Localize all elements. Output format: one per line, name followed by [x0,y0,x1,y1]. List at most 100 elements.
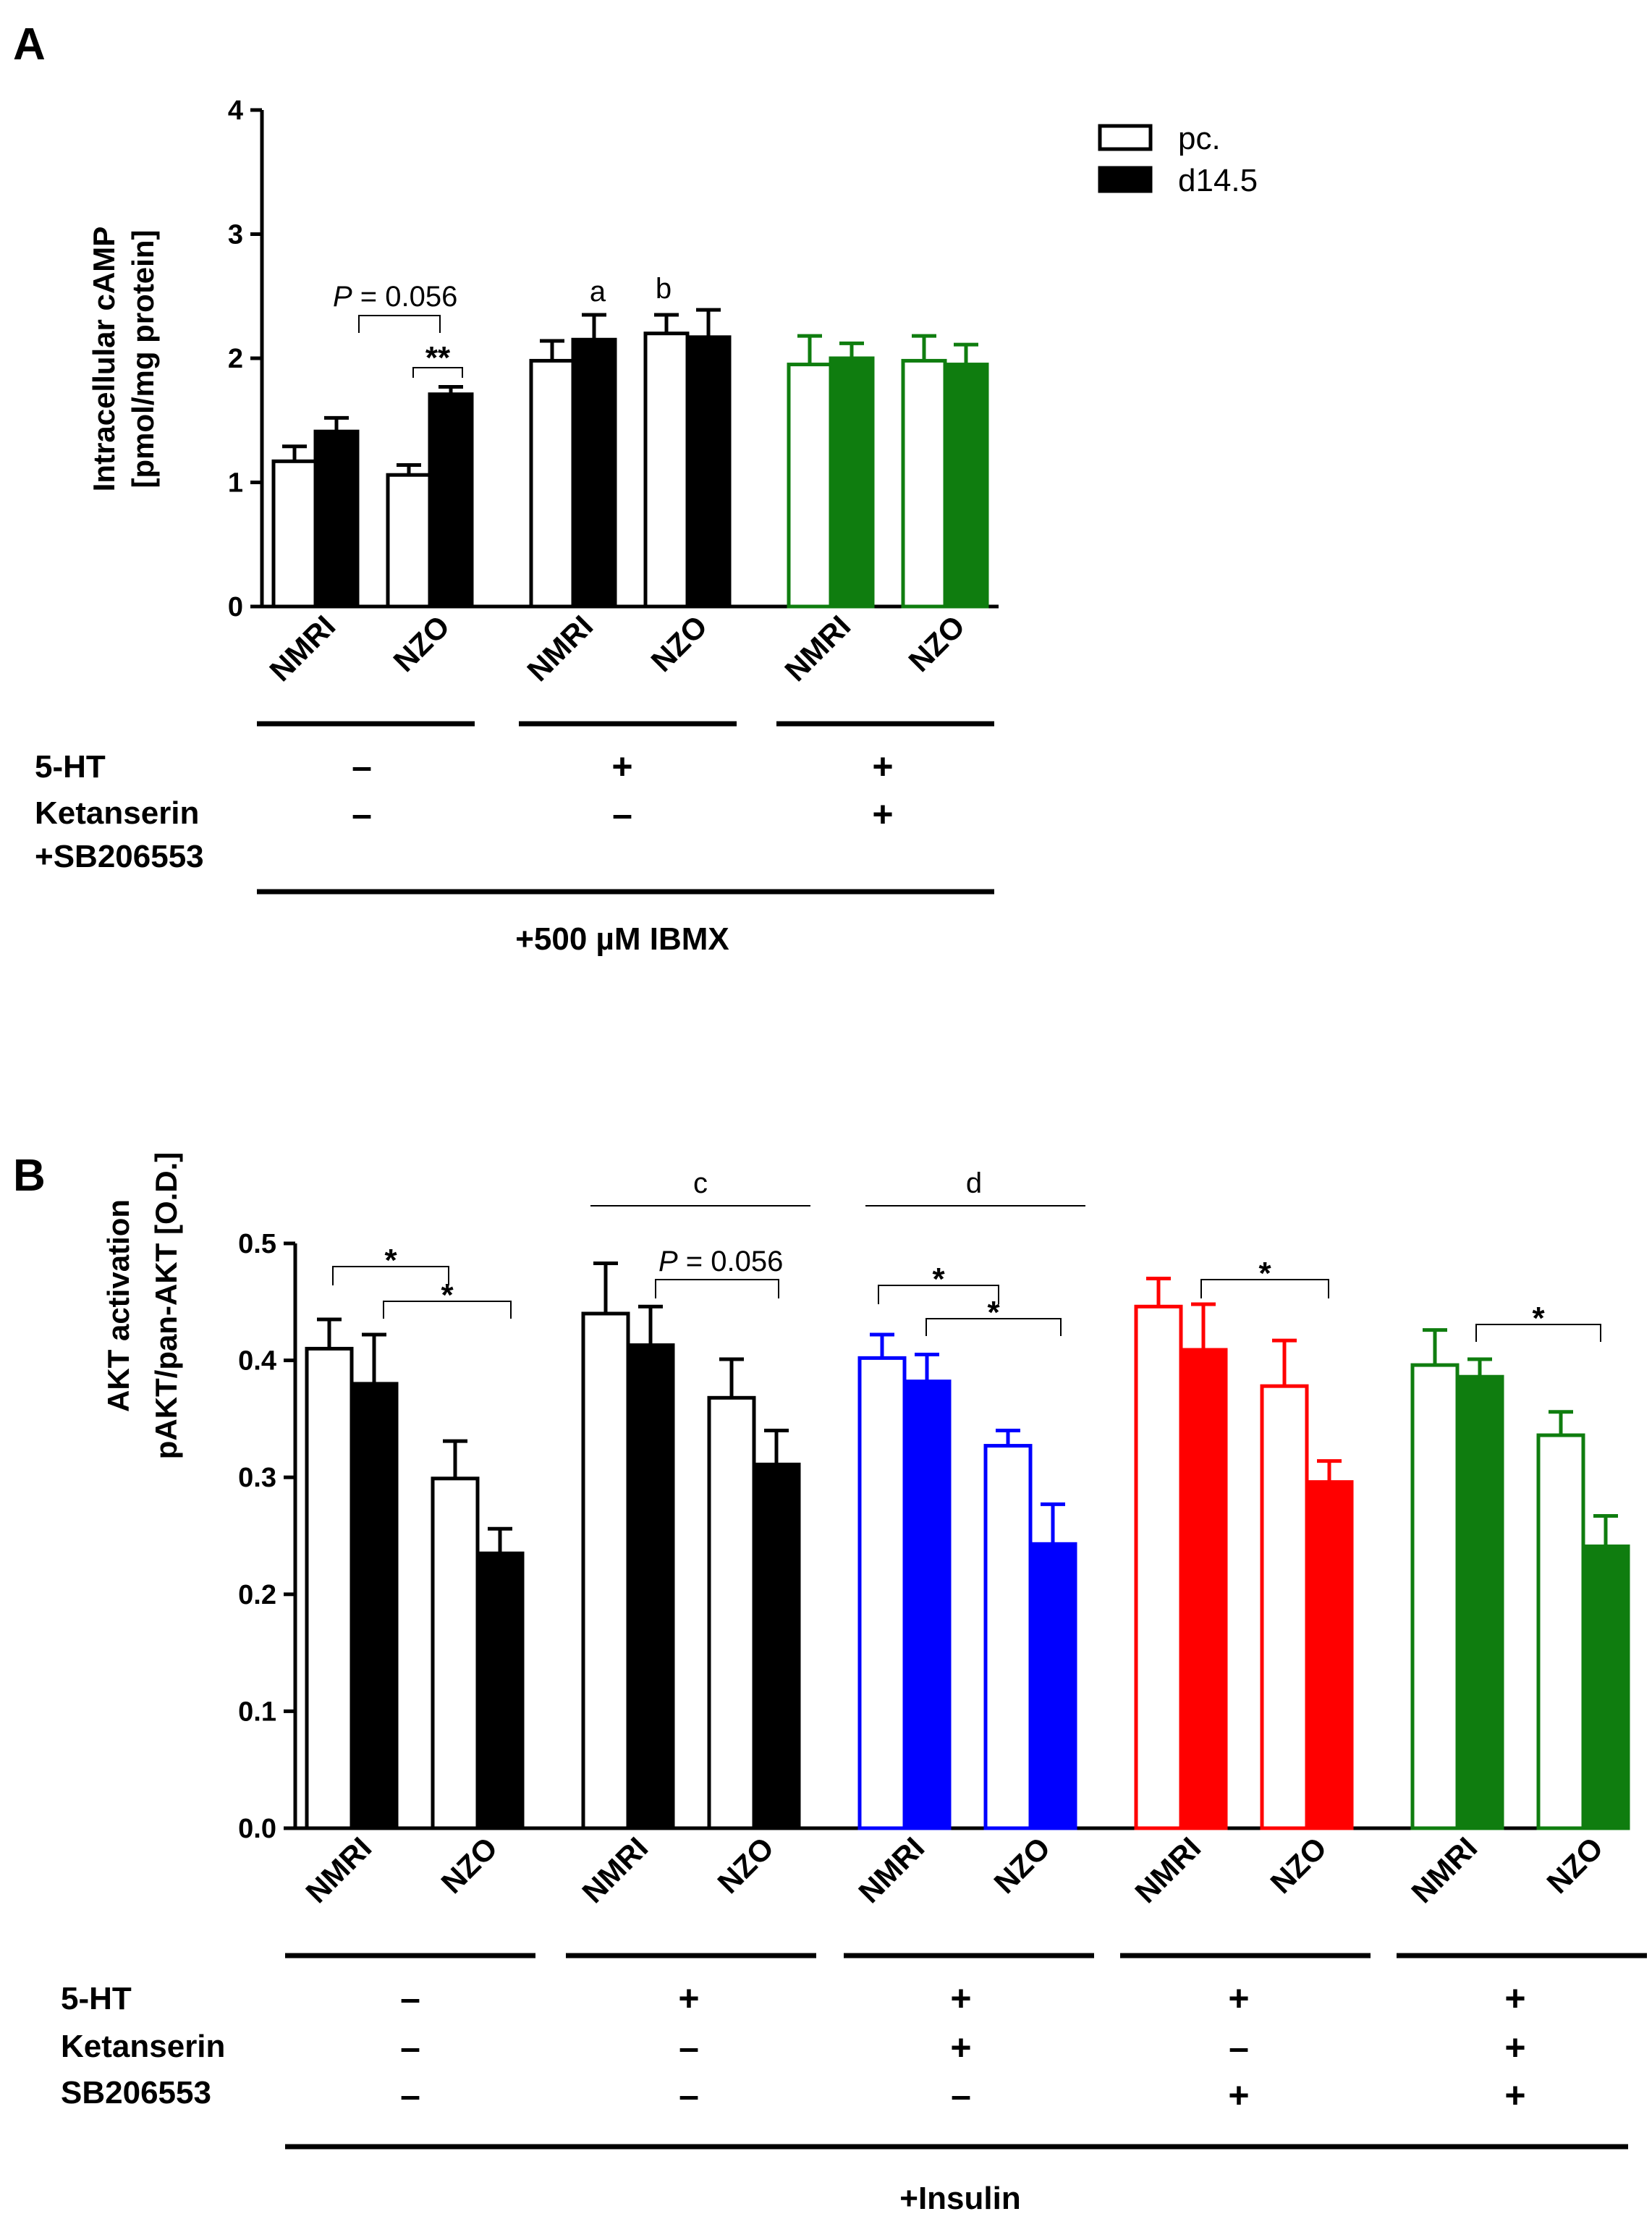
bar-d14-5 [1581,1544,1630,1830]
bar-d14-5 [685,335,732,609]
sign-ketanserin-g2: – [612,794,632,834]
bar-pc [305,1346,354,1830]
letter-c-annotation: c [693,1167,708,1199]
p-value-annotation: P = 0.056 [333,281,457,313]
sign-ketanserin-g3: + [872,794,893,834]
bar-d14-5 [752,1462,801,1830]
bar-d14-5 [1305,1480,1354,1830]
p-prefix: P [333,281,352,313]
panel-b-ylabel-line2: pAKT/pan-AKT [O.D.] [149,1152,183,1460]
bracket-g1-d14 [383,1301,512,1319]
panel-b-bars [305,1261,1630,1830]
bar-pc [983,1444,1033,1830]
legend-swatch-d14 [1098,166,1153,193]
panel-a-ylabel-line1: Intracellular cAMP [87,227,121,491]
p-value-annotation-b: P = 0.056 [658,1246,783,1277]
panel-b-x-categories: NMRI NZO NMRI NZO NMRI NZO NMRI NZO NMRI NZO [299,1830,1609,1909]
x-category-label: NMRI [299,1830,378,1909]
panel-a-chart: 0 1 2 3 4 Intracellular cAMP [pmol/mg protei… [35,96,999,957]
bar-pc [787,363,833,609]
y-tick-label: 1 [228,468,243,499]
legend-label-pc: pc. [1178,121,1221,156]
star-blue-b: * [987,1295,1000,1330]
legend: pc. d14.5 [1098,121,1258,198]
bar-d14-5 [1028,1542,1077,1830]
treatment-label-5ht-b: 5-HT [61,1981,132,2016]
legend-label-d14: d14.5 [1178,163,1258,198]
x-category-label: NZO [644,609,713,678]
bar-pc [271,459,318,609]
bar-d14-5 [626,1343,675,1830]
treatment-label-5ht: 5-HT [35,749,106,785]
bar-pc [857,1356,907,1830]
sign-b-5ht-g5: + [1504,1978,1525,2019]
legend-swatch-pc [1098,124,1153,151]
sign-b-sb-g1: – [400,2075,420,2116]
sign-b-5ht-g2: + [678,1978,699,2019]
bar-pc [901,358,947,609]
p-value: = 0.056 [352,281,458,313]
star-red: * [1258,1256,1271,1291]
treatment-label-sb206553: +SB206553 [35,839,204,874]
bar-pc [1410,1363,1460,1830]
stars-nzo: ** [425,340,451,376]
y-tick-label: 3 [228,220,243,250]
p-prefix-b: P [658,1246,678,1277]
bracket-green [1475,1324,1601,1342]
panel-a-annotations: P = 0.056 ** a b [333,273,672,378]
sign-5ht-g1: – [352,746,372,787]
panel-a-footer: +500 µM IBMX [515,921,729,957]
bar-pc [1260,1384,1309,1830]
bracket-blue-b [925,1318,1062,1336]
panel-b-footer: +Insulin [899,2181,1020,2216]
x-category-label: NZO [711,1830,780,1900]
x-category-label: NZO [1263,1830,1333,1900]
bracket-nzo-stars [412,367,463,378]
sign-b-sb-g2: – [679,2075,699,2116]
sign-b-5ht-g1: – [400,1978,420,2019]
p-value-b: = 0.056 [678,1246,784,1277]
sign-b-ket-g1: – [400,2027,420,2068]
panel-a-y-axis: 0 1 2 3 4 [228,96,999,622]
x-category-label: NZO [434,1830,504,1900]
x-category-label: NMRI [575,1830,654,1909]
sign-5ht-g2: + [611,746,632,787]
sign-b-sb-g4: + [1228,2075,1249,2116]
bar-d14-5 [902,1379,952,1830]
panel-a-x-categories: NMRI NZO NMRI NZO NMRI NZO [263,609,971,688]
star-green: * [1532,1301,1545,1336]
y-tick-label: 0.4 [238,1346,276,1377]
bracket-g1-nmri-nzo [332,1266,449,1285]
bracket-p-value-b [655,1279,779,1298]
panel-b-annotations: * * c d P = 0.056 * * * * [332,1167,1601,1342]
star-g1-b: * [441,1277,454,1313]
y-tick-label: 0.2 [238,1580,276,1610]
treatment-label-ketanserin-b: Ketanserin [61,2029,225,2064]
panel-b-chart: 0.0 0.1 0.2 0.3 0.4 0.5 AKT activation pAKT/p… [61,1152,1647,2216]
sign-b-ket-g5: + [1504,2027,1525,2068]
bar-pc [581,1311,630,1830]
bar-d14-5 [350,1382,399,1830]
letter-a-annotation: a [590,276,606,308]
panel-b-letter: B [13,1151,46,1201]
bracket-blue-a [878,1285,999,1304]
bracket-p-value [358,315,441,333]
bar-pc [707,1395,756,1830]
x-category-label: NZO [386,609,456,678]
bar-d14-5 [313,429,360,609]
letter-b-annotation: b [656,273,672,305]
bar-pc [643,331,690,609]
y-tick-label: 0.5 [238,1229,276,1259]
x-category-label: NMRI [1128,1830,1207,1909]
x-category-label: NMRI [852,1830,931,1909]
bar-pc [386,473,432,609]
sign-b-5ht-g3: + [950,1978,971,2019]
sign-b-sb-g5: + [1504,2075,1525,2116]
panel-a-bars [271,308,989,609]
panel-b-treatment-table: 5-HT Ketanserin SB206553 – + + + + – – +… [61,1978,1526,2116]
bar-d14-5 [943,363,989,609]
sign-b-sb-g3: – [951,2075,971,2116]
x-category-label: NZO [902,609,971,678]
x-category-label: NMRI [778,609,857,688]
